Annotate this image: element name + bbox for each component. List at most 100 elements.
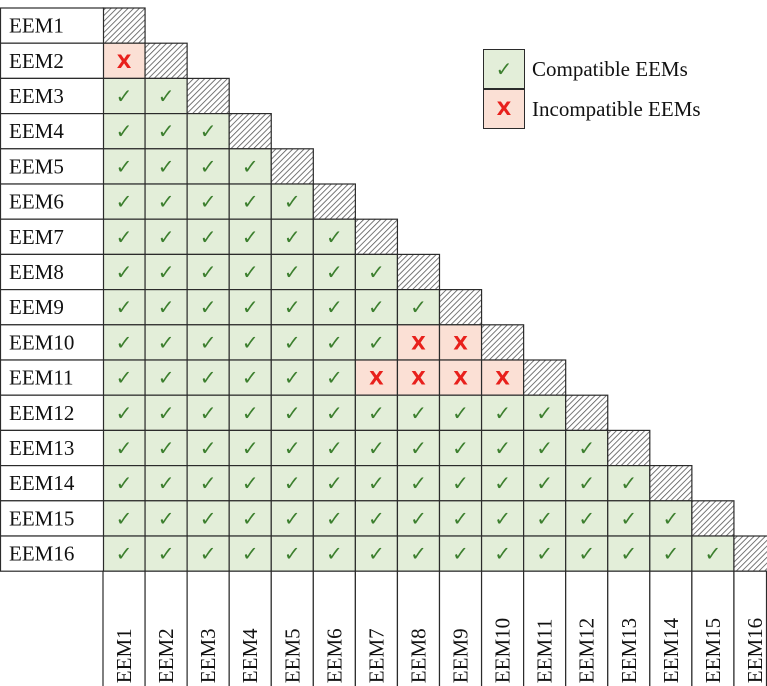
compatible-cell xyxy=(312,324,356,361)
column-label: EEM3 xyxy=(196,628,220,683)
cross-icon: X xyxy=(496,98,512,120)
diagonal-cell xyxy=(480,324,525,361)
check-mark: ✓ xyxy=(620,471,637,495)
row-label: EEM15 xyxy=(9,506,74,530)
compatible-cell xyxy=(102,112,146,150)
row-label-box xyxy=(0,218,105,255)
check-mark: ✓ xyxy=(158,119,175,143)
check-mark: ✓ xyxy=(536,436,553,460)
check-mark: ✓ xyxy=(242,295,259,319)
compatible-cell xyxy=(102,359,146,396)
check-mark: ✓ xyxy=(116,260,133,284)
row-label: EEM2 xyxy=(9,49,64,73)
check-mark: ✓ xyxy=(158,154,175,178)
diagonal-cell xyxy=(565,394,609,432)
column-label: EEM1 xyxy=(112,628,136,683)
compatible-cell xyxy=(144,394,188,432)
check-mark: ✓ xyxy=(368,436,385,460)
diagonal-cell xyxy=(438,289,483,326)
compatible-cell xyxy=(396,535,441,572)
column-label-box xyxy=(186,570,230,686)
compatible-cell xyxy=(144,429,188,467)
check-mark: ✓ xyxy=(368,471,385,495)
compatible-cell xyxy=(228,500,272,537)
diagonal-cell xyxy=(396,253,441,291)
check-icon: ✓ xyxy=(495,57,513,81)
check-mark: ✓ xyxy=(242,542,259,566)
compatible-cell xyxy=(523,535,567,572)
check-mark: ✓ xyxy=(284,295,301,319)
diagonal-cell xyxy=(733,535,767,572)
check-mark: ✓ xyxy=(116,225,133,249)
check-mark: ✓ xyxy=(284,471,301,495)
column-label: EEM9 xyxy=(449,628,473,683)
column-label: EEM7 xyxy=(364,628,388,683)
check-mark: ✓ xyxy=(494,401,511,425)
row-label: EEM9 xyxy=(9,295,64,319)
column-label: EEM13 xyxy=(617,618,641,683)
check-mark: ✓ xyxy=(284,225,301,249)
check-mark: ✓ xyxy=(116,190,133,214)
row-label-box xyxy=(0,429,105,467)
compatible-cell xyxy=(144,218,188,255)
compatible-cell xyxy=(228,324,272,361)
legend-label-compatible: Compatible EEMs xyxy=(532,57,688,81)
column-label: EEM5 xyxy=(280,628,304,683)
compatible-cell xyxy=(186,112,230,150)
diagonal-cell xyxy=(354,218,399,255)
column-label-box xyxy=(102,570,146,686)
compatible-cell xyxy=(102,324,146,361)
compatible-swatch: ✓ xyxy=(483,49,525,89)
column-label-box xyxy=(312,570,356,686)
check-mark: ✓ xyxy=(410,436,427,460)
check-mark: ✓ xyxy=(326,330,343,354)
check-mark: ✓ xyxy=(662,542,679,566)
column-label: EEM4 xyxy=(238,628,262,683)
check-mark: ✓ xyxy=(326,366,343,390)
check-mark: ✓ xyxy=(284,366,301,390)
check-mark: ✓ xyxy=(410,401,427,425)
check-mark: ✓ xyxy=(536,471,553,495)
check-mark: ✓ xyxy=(200,436,217,460)
cross-mark: X xyxy=(117,51,132,73)
compatible-cell xyxy=(312,500,356,537)
legend-label-incompatible: Incompatible EEMs xyxy=(532,97,701,121)
row-label-box xyxy=(0,500,105,537)
check-mark: ✓ xyxy=(200,506,217,530)
row-label-box xyxy=(0,289,105,326)
incompatible-cell xyxy=(396,324,441,361)
diagonal-cell xyxy=(228,112,272,150)
check-mark: ✓ xyxy=(536,506,553,530)
column-label: EEM15 xyxy=(701,618,725,683)
check-mark: ✓ xyxy=(662,506,679,530)
compatible-cell xyxy=(565,535,609,572)
check-mark: ✓ xyxy=(158,330,175,354)
check-mark: ✓ xyxy=(326,436,343,460)
check-mark: ✓ xyxy=(242,506,259,530)
row-label: EEM12 xyxy=(9,401,74,425)
check-mark: ✓ xyxy=(494,506,511,530)
cross-mark: X xyxy=(411,332,426,354)
column-label-box xyxy=(565,570,609,686)
check-mark: ✓ xyxy=(326,225,343,249)
check-mark: ✓ xyxy=(326,295,343,319)
column-label: EEM8 xyxy=(406,628,430,683)
check-mark: ✓ xyxy=(452,401,469,425)
compatible-cell xyxy=(312,429,356,467)
row-label: EEM11 xyxy=(9,366,74,390)
check-mark: ✓ xyxy=(158,542,175,566)
check-mark: ✓ xyxy=(452,506,469,530)
compatible-cell xyxy=(186,253,230,291)
check-mark: ✓ xyxy=(158,436,175,460)
compatible-cell xyxy=(649,535,693,572)
compatible-cell xyxy=(354,324,399,361)
row-label-box xyxy=(0,253,105,291)
compatible-cell xyxy=(186,289,230,326)
incompatible-cell xyxy=(102,42,146,80)
check-mark: ✓ xyxy=(326,401,343,425)
check-mark: ✓ xyxy=(158,260,175,284)
check-mark: ✓ xyxy=(200,260,217,284)
row-label: EEM1 xyxy=(9,14,64,38)
compatible-cell xyxy=(523,394,567,432)
check-mark: ✓ xyxy=(200,366,217,390)
